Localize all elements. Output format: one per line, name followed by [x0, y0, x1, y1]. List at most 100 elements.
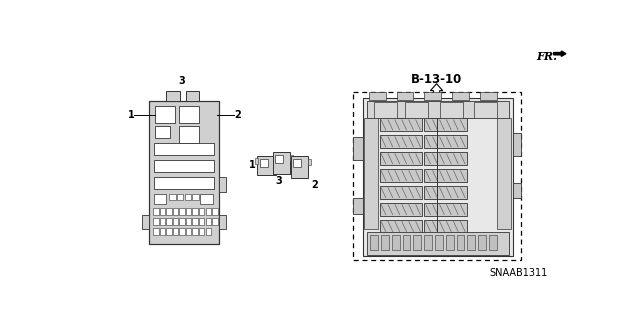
Bar [380, 186, 422, 199]
Text: B-13-10: B-13-10 [411, 73, 462, 85]
Bar [141, 215, 149, 229]
Bar [170, 194, 175, 200]
Bar [380, 203, 422, 216]
Bar [353, 198, 363, 214]
Text: 3: 3 [179, 76, 185, 86]
Bar [154, 177, 214, 189]
Bar [166, 208, 172, 215]
Bar [380, 220, 422, 233]
Bar [173, 228, 178, 235]
Bar [381, 235, 389, 250]
Bar [193, 194, 198, 200]
Bar [153, 208, 159, 215]
Bar [199, 208, 204, 215]
Bar [289, 155, 292, 161]
Bar [166, 218, 172, 226]
Bar [497, 118, 511, 229]
Bar [364, 118, 378, 229]
Bar [173, 208, 178, 215]
Bar [424, 92, 441, 100]
Bar [153, 228, 159, 235]
FancyArrow shape [554, 51, 566, 56]
Bar [160, 218, 165, 226]
Bar [405, 102, 428, 118]
Bar [480, 92, 497, 100]
Bar [424, 186, 467, 199]
Text: 1: 1 [127, 110, 134, 120]
Bar [186, 228, 191, 235]
Bar [155, 126, 170, 138]
Bar [369, 92, 386, 100]
Bar [153, 218, 159, 226]
Text: 3: 3 [275, 176, 282, 187]
Bar [367, 101, 509, 118]
Bar [435, 235, 443, 250]
Bar [380, 135, 422, 148]
Bar [193, 208, 198, 215]
Bar [193, 218, 198, 226]
Bar [374, 102, 397, 118]
Bar [154, 160, 214, 172]
Bar [380, 118, 422, 131]
Bar [199, 218, 204, 226]
Bar [424, 203, 467, 216]
Bar [200, 194, 212, 204]
Bar [185, 194, 191, 200]
Bar [149, 101, 219, 244]
Text: 1: 1 [249, 160, 256, 170]
Text: 2: 2 [234, 110, 241, 120]
Bar [467, 235, 475, 250]
Bar [413, 235, 421, 250]
Bar [478, 235, 486, 250]
Bar [513, 133, 520, 156]
Bar [403, 235, 410, 250]
Bar [424, 220, 467, 233]
Bar [424, 169, 467, 182]
Bar [380, 152, 422, 165]
Bar [353, 92, 520, 260]
Bar [179, 218, 185, 226]
Bar [424, 118, 467, 131]
Bar [199, 228, 204, 235]
Bar [513, 183, 520, 198]
Bar [489, 235, 497, 250]
Text: FR.: FR. [536, 51, 557, 62]
Bar [424, 152, 467, 165]
Bar [424, 135, 467, 148]
Bar [452, 92, 469, 100]
Bar [392, 235, 399, 250]
Bar [160, 208, 165, 215]
Bar [219, 215, 227, 229]
Bar [166, 228, 172, 235]
Polygon shape [431, 84, 443, 94]
Bar [446, 235, 454, 250]
Bar [353, 137, 363, 160]
Bar [260, 159, 268, 167]
Bar [186, 208, 191, 215]
Bar [173, 218, 178, 226]
Bar [440, 102, 463, 118]
Bar [308, 159, 311, 165]
Bar [149, 101, 219, 244]
Bar [179, 126, 198, 143]
Bar [186, 91, 200, 101]
Bar [219, 177, 227, 192]
Bar [205, 208, 211, 215]
Bar [456, 235, 464, 250]
Bar [160, 228, 165, 235]
Bar [371, 235, 378, 250]
Bar [179, 106, 198, 123]
Bar [363, 98, 513, 256]
Bar [380, 169, 422, 182]
Bar [397, 92, 413, 100]
Bar [424, 235, 432, 250]
Text: SNAAB1311: SNAAB1311 [490, 268, 548, 278]
Bar [177, 194, 183, 200]
Bar [291, 156, 308, 178]
Bar [205, 218, 211, 226]
Bar [212, 208, 218, 215]
Bar [474, 102, 497, 118]
Bar [166, 91, 180, 101]
Bar [179, 208, 185, 215]
Bar [257, 156, 276, 174]
